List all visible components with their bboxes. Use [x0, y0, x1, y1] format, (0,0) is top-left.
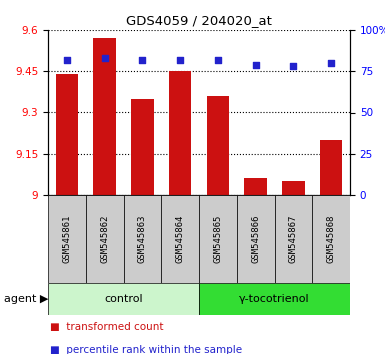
Text: GSM545865: GSM545865 [213, 215, 223, 263]
Text: GSM545861: GSM545861 [62, 215, 71, 263]
Bar [237, 195, 275, 283]
Point [139, 57, 146, 63]
Point [177, 57, 183, 63]
Text: GSM545867: GSM545867 [289, 215, 298, 263]
Bar [282, 181, 305, 195]
Text: γ-tocotrienol: γ-tocotrienol [239, 294, 310, 304]
Bar [161, 195, 199, 283]
Text: ■  percentile rank within the sample: ■ percentile rank within the sample [50, 345, 242, 354]
Point [253, 62, 259, 68]
Text: agent ▶: agent ▶ [4, 294, 48, 304]
Point [215, 57, 221, 63]
Bar [199, 195, 237, 283]
Bar [244, 178, 267, 195]
Text: control: control [104, 294, 143, 304]
Bar [199, 283, 350, 315]
Bar [169, 71, 191, 195]
Text: GSM545866: GSM545866 [251, 215, 260, 263]
Bar [131, 99, 154, 195]
Text: GSM545868: GSM545868 [326, 215, 336, 263]
Bar [275, 195, 312, 283]
Bar [86, 195, 124, 283]
Bar [206, 96, 229, 195]
Text: GSM545863: GSM545863 [138, 215, 147, 263]
Bar [48, 195, 86, 283]
Bar [55, 74, 78, 195]
Text: GSM545862: GSM545862 [100, 215, 109, 263]
Bar [48, 283, 199, 315]
Bar [93, 38, 116, 195]
Point [290, 63, 296, 69]
Point [64, 57, 70, 63]
Bar [124, 195, 161, 283]
Text: GSM545864: GSM545864 [176, 215, 185, 263]
Bar [312, 195, 350, 283]
Point [328, 60, 334, 66]
Point [102, 55, 108, 61]
Text: ■  transformed count: ■ transformed count [50, 322, 164, 332]
Bar [320, 140, 342, 195]
Title: GDS4059 / 204020_at: GDS4059 / 204020_at [126, 15, 272, 28]
